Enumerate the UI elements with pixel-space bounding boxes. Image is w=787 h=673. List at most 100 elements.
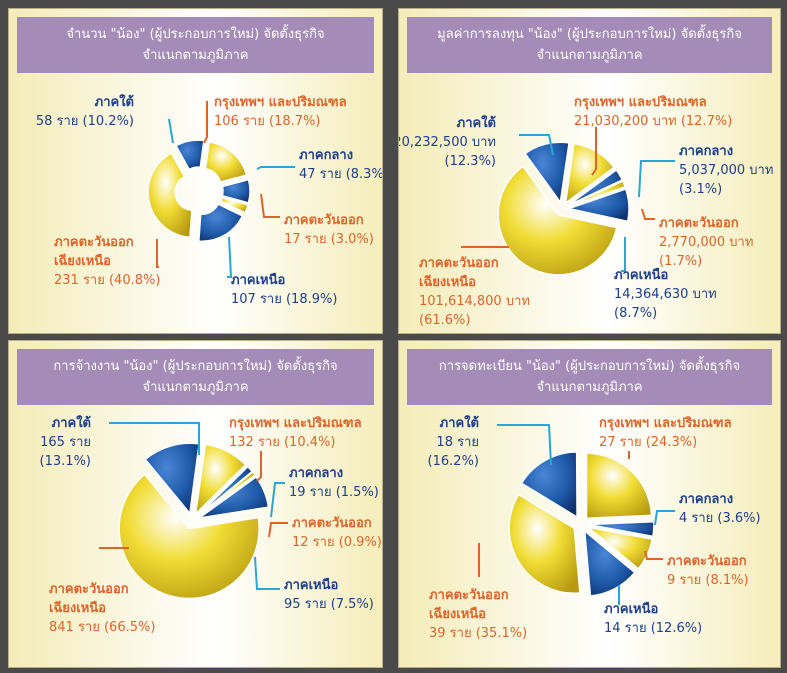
slice-value-label: 12 ราย (0.9%) xyxy=(292,535,382,550)
pie-slice xyxy=(174,139,205,171)
slice-name-label: ภาคตะวันออก xyxy=(429,588,509,603)
pie-slice xyxy=(198,475,270,519)
leader-line xyxy=(519,134,554,156)
slice-value-label: 58 ราย (10.2%) xyxy=(36,114,134,129)
pie-slices xyxy=(497,141,630,276)
slice-value-label: 165 ราย xyxy=(40,435,91,450)
slice-value-label: 21,030,200 บาท (12.7%) xyxy=(574,114,732,129)
pie-slice xyxy=(520,451,578,519)
slice-value-label: (13.1%) xyxy=(40,454,91,469)
slice-value-label: 14 ราย (12.6%) xyxy=(604,621,702,636)
slice-name-label: ภาคกลาง xyxy=(679,492,733,507)
slice-name-label: ภาคใต้ xyxy=(440,414,479,431)
slice-labels: กรุงเทพฯ และปริมณฑล 132 ราย (10.4%) ภาคกลา… xyxy=(40,414,382,635)
slice-name-label: ภาคกลาง xyxy=(299,148,353,163)
panel-header: มูลค่าการลงทุน "น้อง" (ผู้ประกอบการใหม่)… xyxy=(407,17,772,73)
slice-labels: กรุงเทพฯ และปริมณฑล 27 ราย (24.3%) ภาคกลาง… xyxy=(428,414,761,641)
slice-name-label: ภาคเหนือ xyxy=(604,601,658,617)
slice-name-label: ภาคกลาง xyxy=(289,466,343,481)
pie-slice xyxy=(219,196,249,214)
panel-business-count: จำนวน "น้อง" (ผู้ประกอบการใหม่) จัดตั้งธ… xyxy=(8,8,383,334)
slice-value-label: 27 ราย (24.3%) xyxy=(599,435,697,450)
slice-value-label: 5,037,000 บาท xyxy=(679,163,773,178)
pie-slices xyxy=(147,139,251,242)
slice-name-label: ภาคตะวันออก xyxy=(54,235,134,250)
pie-slice xyxy=(198,203,244,242)
slice-value-label: 18 ราย xyxy=(436,435,479,450)
slice-name-label: ภาคกลาง xyxy=(679,144,733,159)
leader-line xyxy=(497,424,552,466)
slice-name-label: ภาคตะวันออก xyxy=(667,554,747,569)
slice-value-label: 106 ราย (18.7%) xyxy=(214,114,320,129)
leader-line xyxy=(591,127,597,176)
pie-chart: กรุงเทพฯ และปริมณฑล 132 ราย (10.4%) ภาคกลา… xyxy=(40,414,382,635)
slice-value-label: 107 ราย (18.9%) xyxy=(231,292,337,307)
slice-value-label: 95 ราย (7.5%) xyxy=(284,597,374,612)
slice-name-label: ภาคเหนือ xyxy=(231,272,285,288)
slice-value-label: 39 ราย (35.1%) xyxy=(429,626,527,641)
leader-line xyxy=(270,482,285,518)
panel-title: จำนวน "น้อง" (ผู้ประกอบการใหม่) จัดตั้งธ… xyxy=(66,27,325,42)
leader-line xyxy=(227,236,233,278)
leader-line xyxy=(168,118,174,144)
panel-employment: การจ้างงาน "น้อง" (ผู้ประกอบการใหม่) จัด… xyxy=(8,340,383,668)
pie-slice xyxy=(144,442,200,516)
panel-title: มูลค่าการลงทุน "น้อง" (ผู้ประกอบการใหม่)… xyxy=(437,27,742,42)
slice-value-label: 17 ราย (3.0%) xyxy=(284,232,374,247)
panel-title: การจ้างงาน "น้อง" (ผู้ประกอบการใหม่) จัด… xyxy=(53,359,338,374)
slice-value-label: 19 ราย (1.5%) xyxy=(289,485,379,500)
slice-name-label: เฉียงเหนือ xyxy=(49,600,106,616)
leader-line xyxy=(256,451,262,482)
slice-name-label: กรุงเทพฯ และปริมณฑล xyxy=(214,95,347,110)
slice-name-label: ภาคตะวันออก xyxy=(49,582,129,597)
leader-line xyxy=(638,160,675,198)
pie-slices xyxy=(508,451,655,597)
slice-name-label: กรุงเทพฯ และปริมณฑล xyxy=(599,416,732,431)
pie-slice xyxy=(524,141,570,205)
pie-slice xyxy=(204,141,248,183)
leader-line xyxy=(621,237,626,272)
pie-slice xyxy=(567,168,624,207)
pie-slice xyxy=(583,529,636,597)
slice-value-label: 101,614,800 บาท xyxy=(419,294,530,309)
leader-line xyxy=(644,550,663,560)
pie-slice xyxy=(585,452,653,520)
leader-line xyxy=(203,101,208,144)
leader-line xyxy=(109,422,200,455)
slice-value-label: 14,364,630 บาท xyxy=(614,287,717,302)
pie-slice xyxy=(508,493,581,594)
pie-chart: กรุงเทพฯ และปริมณฑล 106 ราย (18.7%) ภาคกลา… xyxy=(36,93,382,307)
slice-name-label: เฉียงเหนือ xyxy=(54,253,111,269)
leader-line xyxy=(156,239,159,268)
leader-line xyxy=(641,208,655,220)
panel-title: การจดทะเบียน "น้อง" (ผู้ประกอบการใหม่) จ… xyxy=(438,359,741,374)
leader-line xyxy=(256,166,295,170)
slice-value-label: (1.7%) xyxy=(659,254,702,269)
slice-name-label: ภาคใต้ xyxy=(95,93,134,110)
pie-slice xyxy=(566,188,630,223)
slice-name-label: เฉียงเหนือ xyxy=(419,274,476,290)
pie-slice xyxy=(568,179,627,208)
slice-name-label: ภาคตะวันออก xyxy=(284,213,364,228)
slice-name-label: เฉียงเหนือ xyxy=(429,606,486,622)
pie-slice xyxy=(585,526,654,570)
slice-value-label: 2,770,000 บาท xyxy=(659,235,753,250)
panel-subtitle: จำแนกตามภูมิภาค xyxy=(142,380,249,395)
slice-value-label: 132 ราย (10.4%) xyxy=(229,435,335,450)
slice-value-label: 841 ราย (66.5%) xyxy=(49,620,155,635)
slice-value-label: 47 ราย (8.3%) xyxy=(299,167,382,182)
panel-header: การจ้างงาน "น้อง" (ผู้ประกอบการใหม่) จัด… xyxy=(17,349,374,405)
slice-name-label: ภาคเหนือ xyxy=(614,267,668,283)
leader-line xyxy=(254,556,280,590)
slice-value-label: (61.6%) xyxy=(419,313,470,328)
pie-slices xyxy=(118,442,270,600)
pie-slice xyxy=(194,443,247,516)
pie-slice xyxy=(588,520,655,538)
slice-labels: กรุงเทพฯ และปริมณฑล 106 ราย (18.7%) ภาคกลา… xyxy=(36,93,382,307)
slice-value-label: 20,232,500 บาท xyxy=(399,135,496,150)
panel-header: จำนวน "น้อง" (ผู้ประกอบการใหม่) จัดตั้งธ… xyxy=(17,17,374,73)
panel-registration: การจดทะเบียน "น้อง" (ผู้ประกอบการใหม่) จ… xyxy=(398,340,781,668)
panel-subtitle: จำแนกตามภูมิภาค xyxy=(536,48,643,63)
pie-chart: กรุงเทพฯ และปริมณฑล 27 ราย (24.3%) ภาคกลาง… xyxy=(428,414,761,641)
slice-value-label: (8.7%) xyxy=(614,306,657,321)
